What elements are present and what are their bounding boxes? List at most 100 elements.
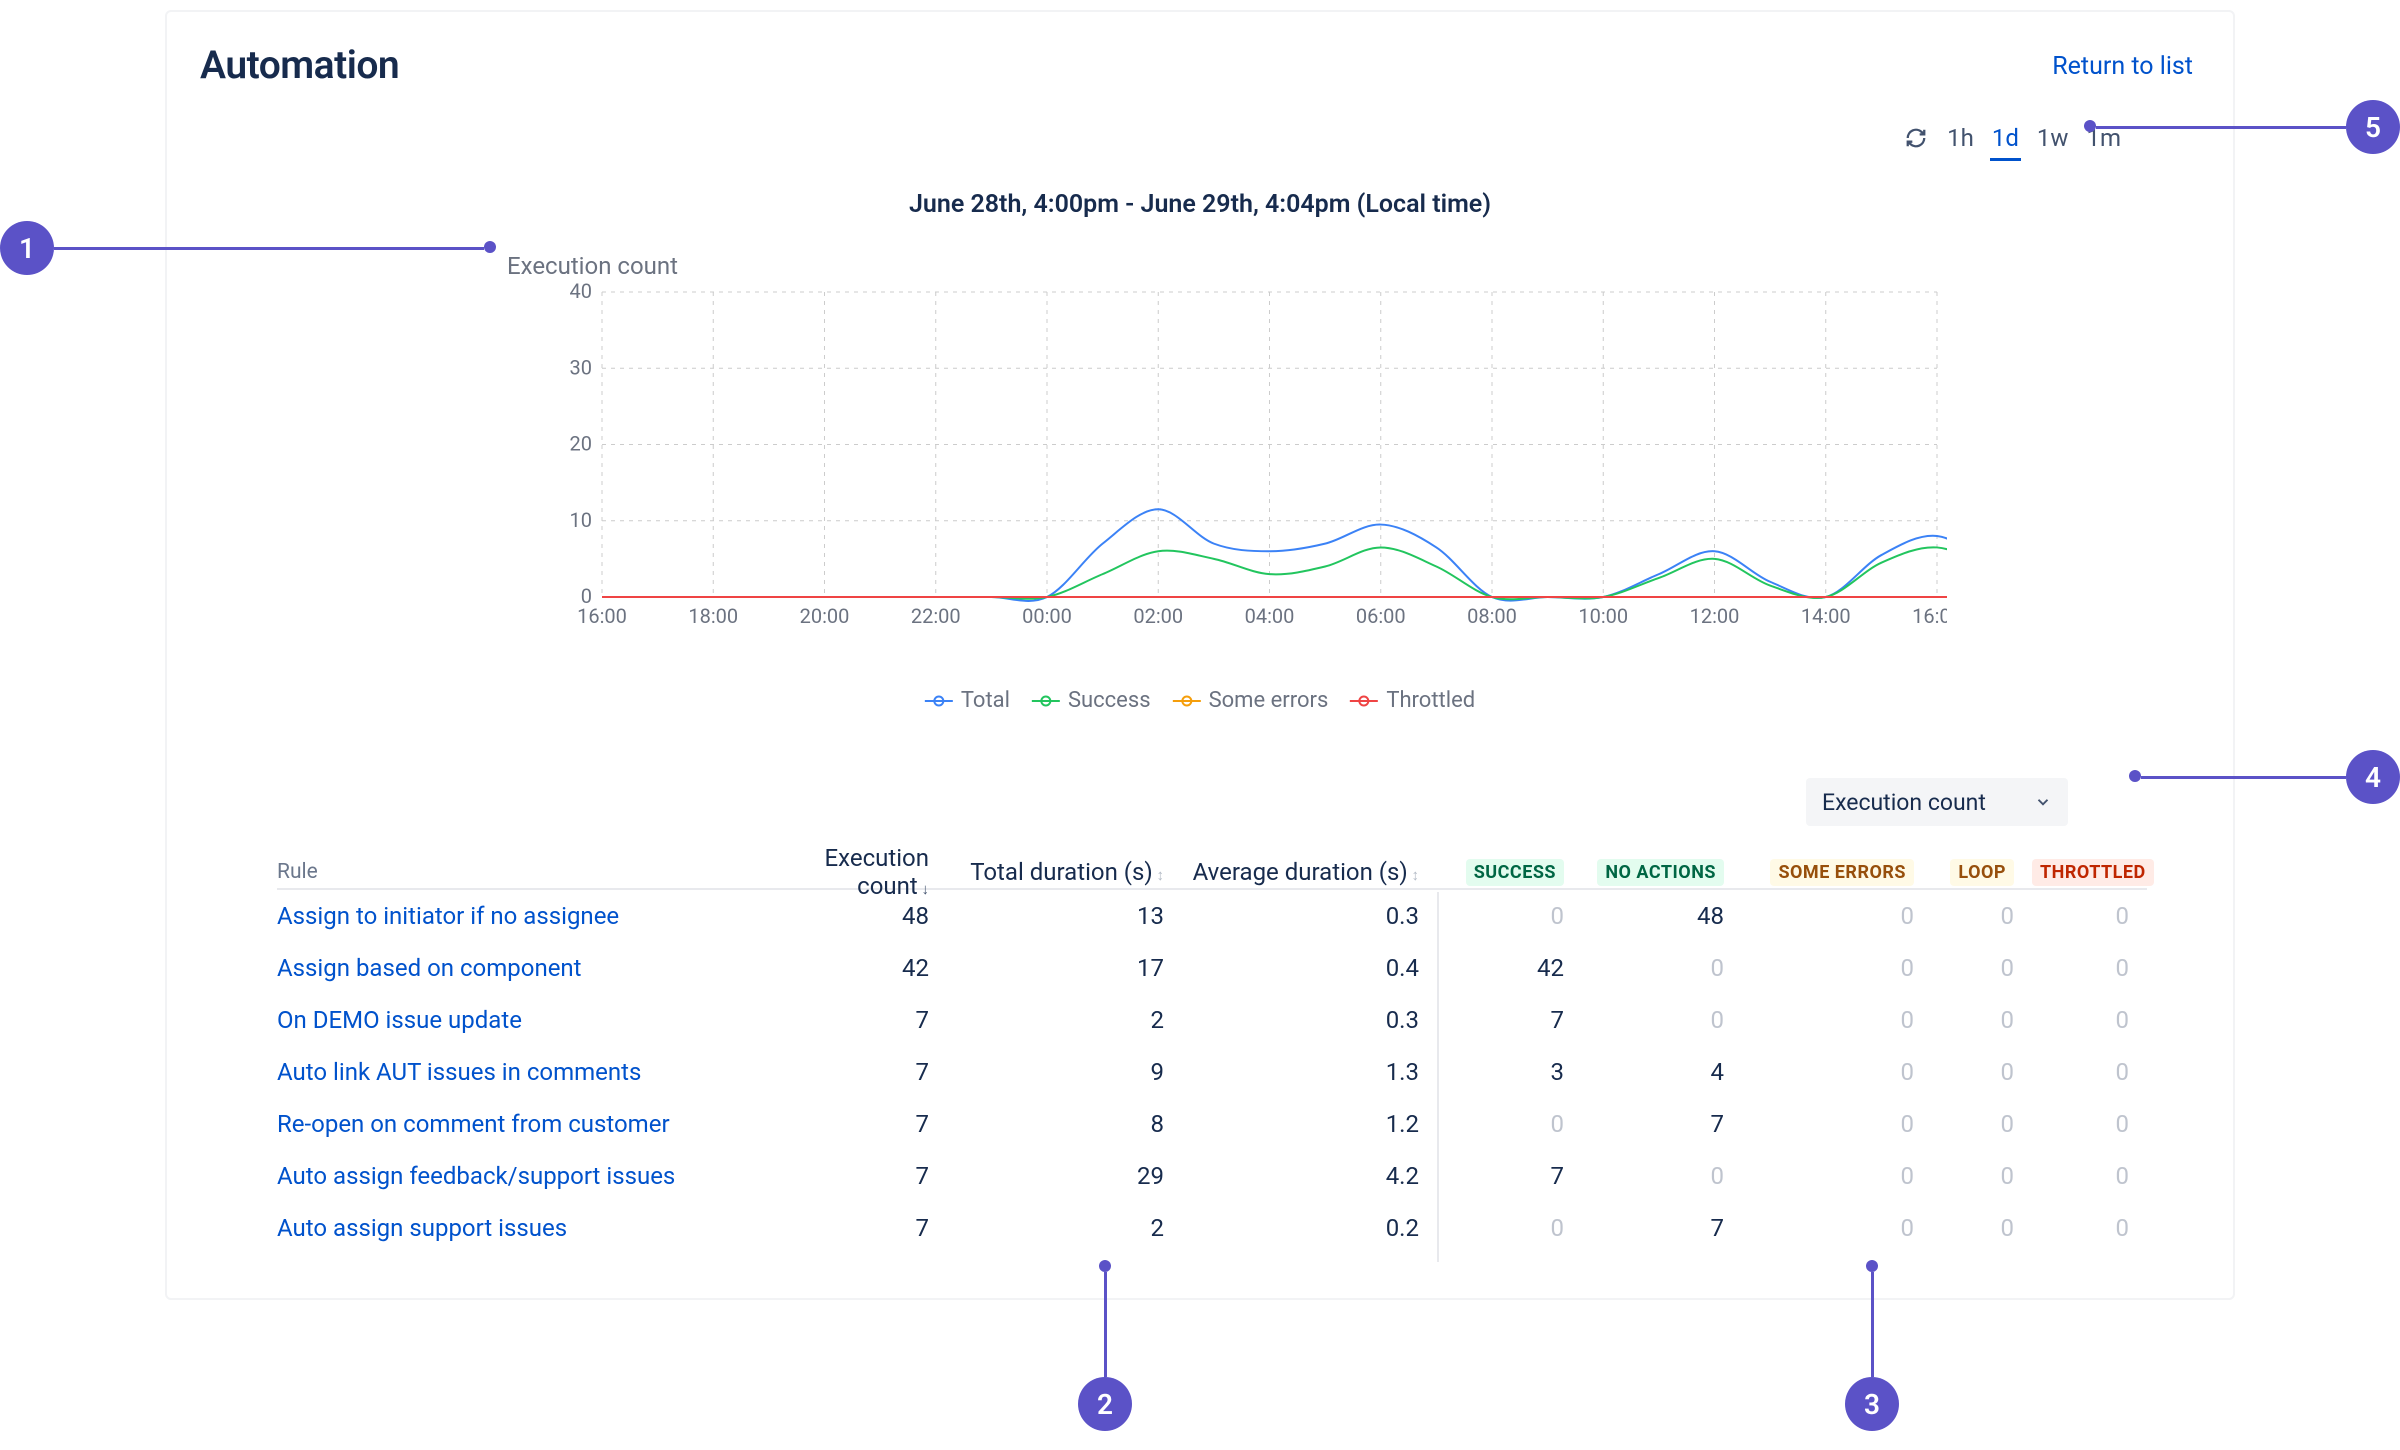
rule-link[interactable]: Assign to initiator if no assignee bbox=[277, 902, 767, 930]
rule-link[interactable]: On DEMO issue update bbox=[277, 1006, 767, 1034]
svg-text:18:00: 18:00 bbox=[688, 604, 738, 628]
page-title: Automation bbox=[200, 42, 399, 88]
svg-text:22:00: 22:00 bbox=[911, 604, 961, 628]
callout-2-dot bbox=[1099, 1260, 1111, 1272]
column-header-totdur[interactable]: Total duration (s) bbox=[947, 858, 1182, 886]
svg-text:10:00: 10:00 bbox=[1578, 604, 1628, 628]
rule-link[interactable]: Auto assign feedback/support issues bbox=[277, 1162, 767, 1190]
table-divider bbox=[1437, 892, 1439, 1262]
column-header-someerr: SOME ERRORS bbox=[1770, 859, 1914, 886]
time-range-1h[interactable]: 1h bbox=[1945, 120, 1976, 158]
chart-legend: Total Success Some errors Throttled bbox=[925, 688, 1475, 713]
cell-exec: 48 bbox=[767, 902, 947, 930]
cell-success: 0 bbox=[1437, 1110, 1582, 1138]
callout-4-dot bbox=[2129, 770, 2141, 782]
cell-totdur: 13 bbox=[947, 902, 1182, 930]
return-to-list-link[interactable]: Return to list bbox=[2052, 52, 2193, 81]
cell-exec: 7 bbox=[767, 1162, 947, 1190]
column-header-throt: THROTTLED bbox=[2032, 859, 2154, 886]
cell-noact: 7 bbox=[1582, 1110, 1742, 1138]
cell-loop: 0 bbox=[1932, 1214, 2032, 1242]
callout-4: 4 bbox=[2346, 750, 2400, 804]
callout-3: 3 bbox=[1845, 1377, 1899, 1431]
refresh-icon[interactable] bbox=[1905, 127, 1927, 149]
column-header-avgdur[interactable]: Average duration (s) bbox=[1182, 858, 1437, 886]
cell-loop: 0 bbox=[1932, 954, 2032, 982]
y-axis-label: Execution count bbox=[507, 252, 678, 280]
cell-noact: 0 bbox=[1582, 1162, 1742, 1190]
callout-4-line bbox=[2141, 776, 2346, 779]
cell-throt: 0 bbox=[2032, 902, 2147, 930]
cell-throt: 0 bbox=[2032, 1006, 2147, 1034]
time-range-1d[interactable]: 1d bbox=[1990, 120, 2021, 161]
callout-1-line bbox=[54, 247, 484, 250]
cell-success: 7 bbox=[1437, 1162, 1582, 1190]
cell-success: 0 bbox=[1437, 902, 1582, 930]
rule-link[interactable]: Re-open on comment from customer bbox=[277, 1110, 767, 1138]
svg-text:06:00: 06:00 bbox=[1356, 604, 1406, 628]
cell-throt: 0 bbox=[2032, 1162, 2147, 1190]
cell-loop: 0 bbox=[1932, 1110, 2032, 1138]
table-row: Auto assign feedback/support issues7294.… bbox=[277, 1150, 2147, 1202]
table-row: Re-open on comment from customer781.2070… bbox=[277, 1098, 2147, 1150]
svg-text:02:00: 02:00 bbox=[1133, 604, 1183, 628]
legend-some-errors[interactable]: Some errors bbox=[1173, 688, 1329, 713]
rule-link[interactable]: Auto link AUT issues in comments bbox=[277, 1058, 767, 1086]
column-header-exec[interactable]: Execution count bbox=[767, 844, 947, 900]
cell-noact: 48 bbox=[1582, 902, 1742, 930]
cell-throt: 0 bbox=[2032, 954, 2147, 982]
sort-dropdown[interactable]: Execution count bbox=[1806, 778, 2068, 826]
svg-text:04:00: 04:00 bbox=[1245, 604, 1295, 628]
table-row: Auto link AUT issues in comments791.3340… bbox=[277, 1046, 2147, 1098]
cell-someerr: 0 bbox=[1742, 954, 1932, 982]
column-header-rule[interactable]: Rule bbox=[277, 860, 767, 884]
cell-throt: 0 bbox=[2032, 1214, 2147, 1242]
legend-throttled[interactable]: Throttled bbox=[1350, 688, 1475, 713]
sort-dropdown-label: Execution count bbox=[1822, 789, 1986, 816]
cell-exec: 42 bbox=[767, 954, 947, 982]
cell-avgdur: 0.3 bbox=[1182, 902, 1437, 930]
column-header-noact: NO ACTIONS bbox=[1597, 859, 1724, 886]
cell-avgdur: 4.2 bbox=[1182, 1162, 1437, 1190]
legend-success[interactable]: Success bbox=[1032, 688, 1151, 713]
main-panel: Automation Return to list 1h1d1w1m June … bbox=[165, 10, 2235, 1300]
cell-avgdur: 0.4 bbox=[1182, 954, 1437, 982]
table-row: On DEMO issue update720.370000 bbox=[277, 994, 2147, 1046]
time-range-1w[interactable]: 1w bbox=[2035, 120, 2071, 158]
cell-exec: 7 bbox=[767, 1110, 947, 1138]
table-row: Auto assign support issues720.207000 bbox=[277, 1202, 2147, 1254]
cell-someerr: 0 bbox=[1742, 1006, 1932, 1034]
rule-link[interactable]: Auto assign support issues bbox=[277, 1214, 767, 1242]
cell-someerr: 0 bbox=[1742, 1162, 1932, 1190]
cell-exec: 7 bbox=[767, 1006, 947, 1034]
callout-1-dot bbox=[484, 241, 496, 253]
cell-someerr: 0 bbox=[1742, 902, 1932, 930]
svg-text:16:00: 16:00 bbox=[1912, 604, 1947, 628]
cell-noact: 0 bbox=[1582, 954, 1742, 982]
cell-loop: 0 bbox=[1932, 902, 2032, 930]
cell-success: 0 bbox=[1437, 1214, 1582, 1242]
cell-success: 42 bbox=[1437, 954, 1582, 982]
cell-exec: 7 bbox=[767, 1058, 947, 1086]
chevron-down-icon bbox=[2034, 793, 2052, 811]
svg-text:30: 30 bbox=[570, 355, 592, 379]
callout-5-dot bbox=[2084, 120, 2096, 132]
cell-success: 3 bbox=[1437, 1058, 1582, 1086]
cell-someerr: 0 bbox=[1742, 1058, 1932, 1086]
cell-avgdur: 0.2 bbox=[1182, 1214, 1437, 1242]
svg-text:20:00: 20:00 bbox=[800, 604, 850, 628]
legend-total[interactable]: Total bbox=[925, 688, 1010, 713]
rule-link[interactable]: Assign based on component bbox=[277, 954, 767, 982]
callout-5: 5 bbox=[2346, 100, 2400, 154]
svg-text:0: 0 bbox=[581, 584, 592, 608]
cell-success: 7 bbox=[1437, 1006, 1582, 1034]
chart-title: June 28th, 4:00pm - June 29th, 4:04pm (L… bbox=[909, 190, 1491, 219]
cell-someerr: 0 bbox=[1742, 1110, 1932, 1138]
cell-totdur: 29 bbox=[947, 1162, 1182, 1190]
svg-text:08:00: 08:00 bbox=[1467, 604, 1517, 628]
svg-text:20: 20 bbox=[570, 432, 592, 456]
rules-table: RuleExecution countTotal duration (s)Ave… bbox=[277, 844, 2147, 1254]
svg-text:14:00: 14:00 bbox=[1801, 604, 1851, 628]
cell-avgdur: 1.2 bbox=[1182, 1110, 1437, 1138]
callout-5-line bbox=[2096, 126, 2346, 129]
